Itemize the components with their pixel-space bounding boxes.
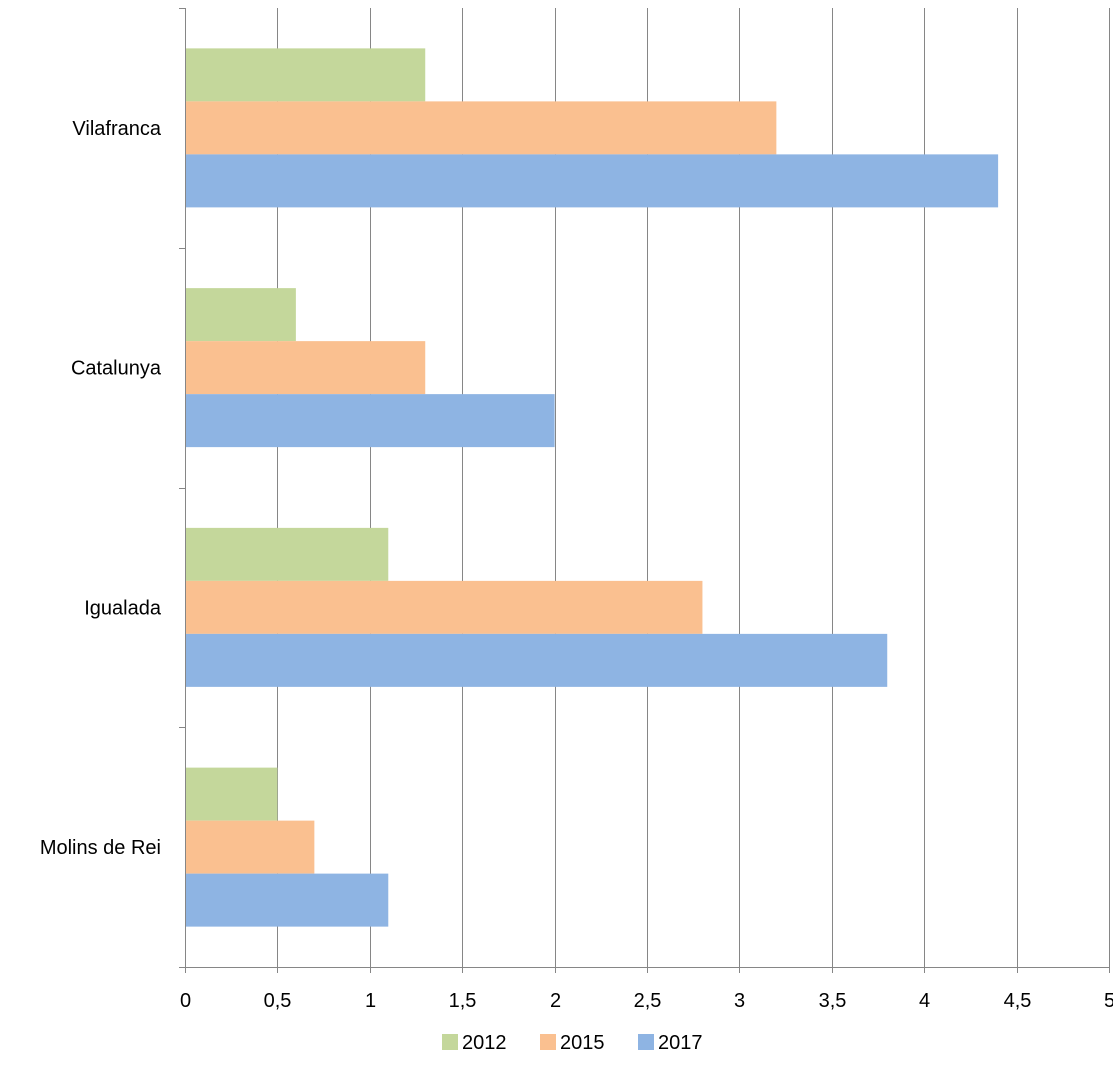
- legend-label-2012: 2012: [462, 1032, 507, 1054]
- bar-2015-vilafranca: [185, 101, 777, 155]
- legend-label-2017: 2017: [658, 1032, 703, 1054]
- x-tick-label: 4: [919, 990, 930, 1012]
- bar-2012-molins-de-rei: [185, 767, 278, 821]
- legend-swatch-2017: [638, 1034, 654, 1050]
- bar-2017-vilafranca: [185, 154, 999, 208]
- legend-swatch-2012: [442, 1034, 458, 1050]
- bar-2015-molins-de-rei: [185, 820, 315, 874]
- bar-2015-igualada: [185, 580, 703, 634]
- legend: 2012 2015 2017: [442, 1032, 703, 1054]
- x-tick-label: 1: [365, 990, 376, 1012]
- category-label: Igualada: [84, 597, 162, 619]
- legend-swatch-2015: [540, 1034, 556, 1050]
- x-tick-label: 2: [550, 990, 561, 1012]
- x-tick-label: 4,5: [1004, 990, 1032, 1012]
- bar-2012-vilafranca: [185, 48, 426, 102]
- x-tick-label: 3: [734, 990, 745, 1012]
- axes: 0 0,5 1 1,5 2 2,5 3 3,5 4 4,5 5 Vilafranca Catalunya…: [40, 8, 1113, 1012]
- bar-2017-catalunya: [185, 394, 555, 448]
- category-label: Vilafranca: [72, 118, 161, 140]
- x-tick-label: 0,5: [264, 990, 292, 1012]
- bar-2012-igualada: [185, 527, 389, 581]
- category-label: Catalunya: [71, 358, 162, 380]
- bar-2017-molins-de-rei: [185, 873, 389, 927]
- category-label: Molins de Rei: [40, 837, 161, 859]
- legend-label-2015: 2015: [560, 1032, 605, 1054]
- bar-2015-catalunya: [185, 341, 426, 395]
- bar-2012-catalunya: [185, 288, 296, 342]
- x-tick-label: 2,5: [634, 990, 662, 1012]
- x-tick-label: 5: [1104, 990, 1113, 1012]
- x-tick-label: 3,5: [819, 990, 847, 1012]
- x-tick-label: 0: [180, 990, 191, 1012]
- x-tick-label: 1,5: [449, 990, 477, 1012]
- bars: [185, 48, 999, 927]
- bar-2017-igualada: [185, 633, 888, 687]
